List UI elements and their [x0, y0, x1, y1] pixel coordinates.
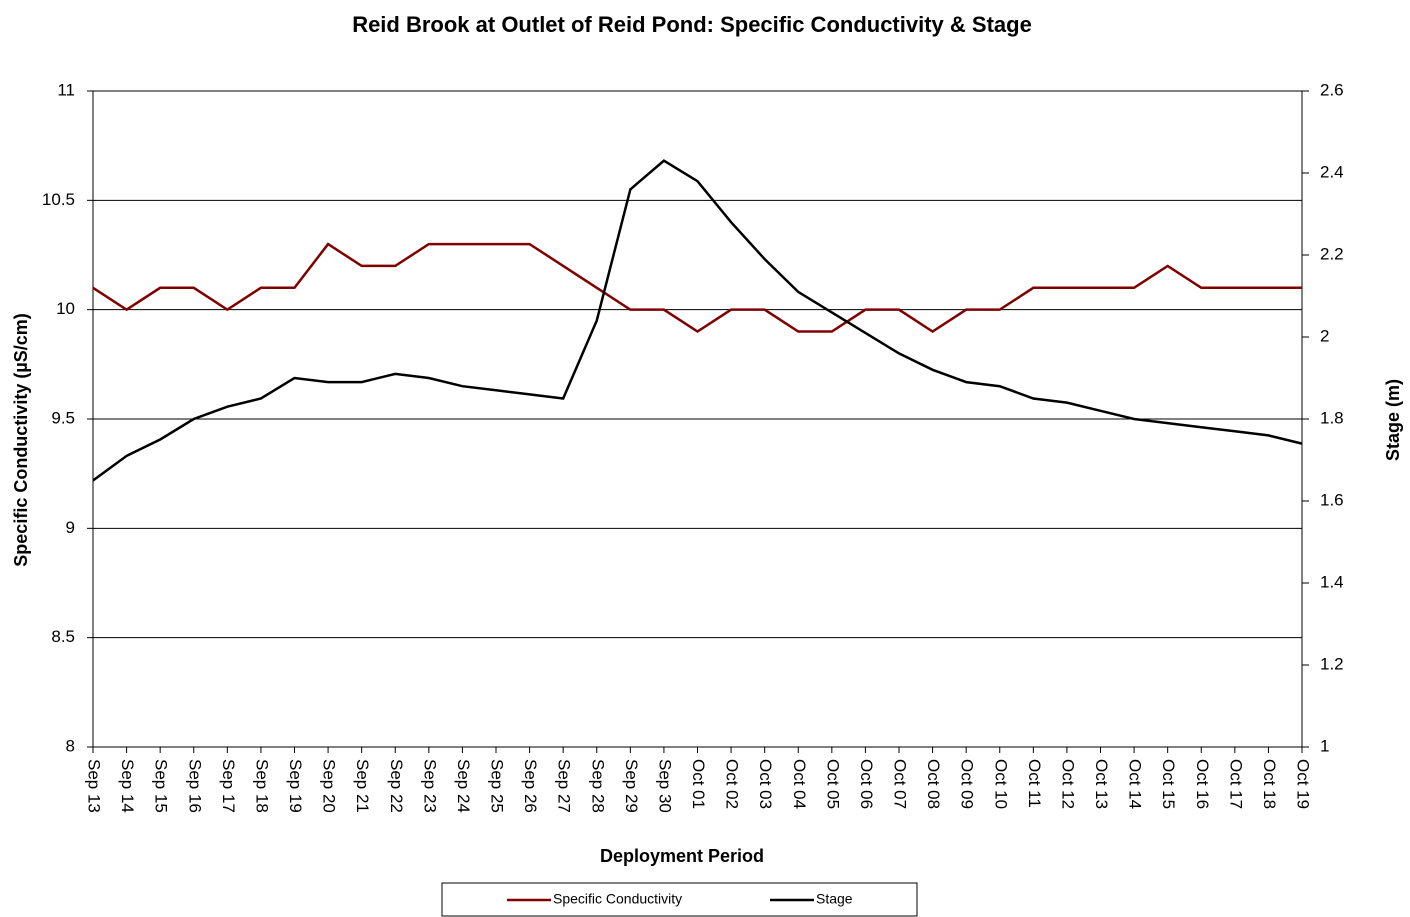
x-tick-label: Sep 27	[555, 759, 574, 813]
x-tick-label: Sep 22	[387, 759, 406, 813]
y2-tick-label: 1.6	[1320, 490, 1344, 509]
y-tick-label: 9	[66, 518, 75, 537]
x-tick-label: Oct 06	[857, 759, 876, 809]
series-line	[92, 242, 1302, 334]
x-tick-label: Sep 30	[655, 759, 674, 813]
x-tick-label: Oct 04	[790, 759, 809, 809]
x-tick-label: Sep 21	[353, 759, 372, 813]
y2-tick-label: 1.4	[1320, 572, 1344, 591]
legend-label: Stage	[816, 891, 853, 907]
x-tick-label: Sep 17	[219, 759, 238, 813]
x-tick-label: Sep 18	[252, 759, 271, 813]
x-tick-label: Oct 14	[1126, 759, 1145, 809]
x-tick-label: Sep 26	[521, 759, 540, 813]
y2-tick-label: 1.2	[1320, 654, 1344, 673]
x-tick-label: Oct 11	[1025, 759, 1044, 808]
x-tick-label: Sep 19	[286, 759, 305, 813]
x-tick-label: Oct 17	[1226, 759, 1245, 809]
x-tick-label: Oct 09	[958, 759, 977, 809]
y2-tick-label: 2.4	[1320, 162, 1344, 181]
x-tick-label: Oct 18	[1260, 759, 1279, 809]
x-tick-label: Oct 03	[756, 759, 775, 809]
y2-tick-label: 2.6	[1320, 80, 1344, 99]
x-tick-label: Sep 20	[320, 759, 339, 813]
y-tick-label: 11	[57, 80, 75, 99]
x-tick-label: Oct 12	[1058, 759, 1077, 809]
x-tick-label: Sep 24	[454, 759, 473, 813]
x-tick-label: Oct 07	[891, 759, 910, 809]
legend-label: Specific Conductivity	[553, 891, 682, 907]
x-tick-label: Sep 28	[588, 759, 607, 813]
x-tick-label: Sep 25	[488, 759, 507, 813]
series-line	[92, 159, 1303, 482]
x-tick-label: Oct 08	[924, 759, 943, 809]
x-tick-label: Sep 15	[152, 759, 171, 813]
x-tick-label: Oct 16	[1193, 759, 1212, 809]
x-tick-label: Oct 10	[991, 759, 1010, 809]
x-tick-label: Sep 23	[420, 759, 439, 813]
y-tick-label: 8	[66, 736, 75, 755]
x-tick-label: Oct 02	[723, 759, 742, 809]
y-tick-label: 9.5	[51, 408, 75, 427]
x-tick-label: Oct 13	[1092, 759, 1111, 809]
x-axis-title: Deployment Period	[600, 846, 764, 866]
x-tick-label: Oct 05	[823, 759, 842, 809]
x-tick-label: Sep 13	[85, 759, 104, 813]
y-tick-label: 10	[56, 299, 75, 318]
x-tick-label: Oct 01	[689, 759, 708, 809]
y2-tick-label: 2	[1320, 326, 1329, 345]
x-tick-label: Sep 29	[622, 759, 641, 813]
y-axis-title: Specific Conductivity (µS/cm)	[11, 313, 31, 566]
y2-axis-title: Stage (m)	[1383, 379, 1403, 461]
chart-title: Reid Brook at Outlet of Reid Pond: Speci…	[352, 12, 1032, 37]
y-tick-label: 10.5	[42, 190, 75, 209]
x-tick-label: Oct 15	[1159, 759, 1178, 809]
y2-tick-label: 1	[1320, 736, 1329, 755]
x-tick-label: Sep 14	[118, 759, 137, 813]
y2-tick-label: 2.2	[1320, 244, 1344, 263]
y-tick-label: 8.5	[51, 627, 75, 646]
x-tick-label: Oct 19	[1294, 759, 1313, 809]
x-tick-label: Sep 16	[185, 759, 204, 813]
y2-tick-label: 1.8	[1320, 408, 1344, 427]
